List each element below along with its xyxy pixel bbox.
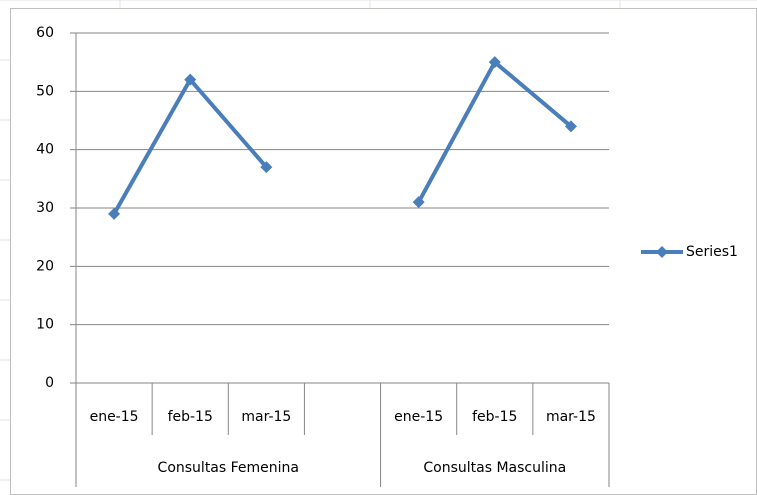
group-label: Consultas Femenina: [158, 460, 299, 476]
x-tick-label: mar-15: [241, 409, 291, 425]
marker: [488, 56, 501, 69]
marker: [564, 120, 577, 133]
marker: [412, 196, 425, 209]
y-tick-label: 50: [36, 83, 54, 99]
x-tick-label: ene-15: [90, 409, 139, 425]
y-tick-label: 10: [36, 317, 54, 333]
marker: [260, 161, 273, 174]
legend-label: Series1: [686, 244, 738, 260]
y-tick-label: 20: [36, 258, 54, 274]
y-tick-label: 30: [36, 200, 54, 216]
x-tick-label: ene-15: [394, 409, 443, 425]
group-label: Consultas Masculina: [423, 460, 566, 476]
sheet-grid: [0, 0, 757, 481]
x-tick-label: feb-15: [472, 409, 517, 425]
chart-frame: [10, 8, 757, 495]
y-tick-label: 40: [36, 142, 54, 158]
y-tick-label: 0: [45, 375, 54, 391]
legend-marker: [656, 246, 668, 258]
marker: [108, 207, 121, 220]
marker: [184, 73, 197, 86]
x-tick-label: feb-15: [168, 409, 213, 425]
x-tick-label: mar-15: [546, 409, 596, 425]
y-tick-label: 60: [36, 25, 54, 41]
